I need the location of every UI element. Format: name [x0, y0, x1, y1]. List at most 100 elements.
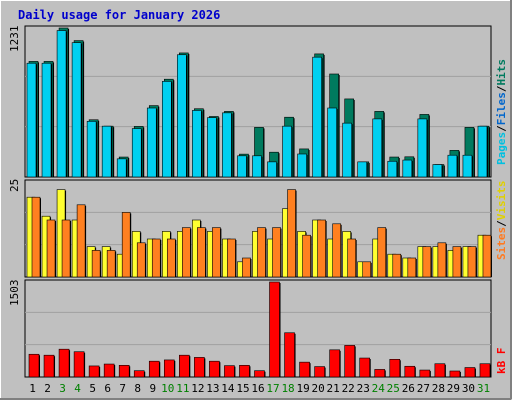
- pages-bar-day-5: [86, 121, 97, 178]
- sites-bar-day-12: [197, 227, 206, 278]
- kbytes-bar-day-9: [148, 360, 160, 378]
- sites-bar-day-18: [287, 189, 296, 278]
- kbytes-bar-day-11: [179, 354, 190, 378]
- pages-bar-day-17: [267, 161, 277, 178]
- kbytes-bar-day-21: [329, 349, 340, 378]
- top-legend: Pages/Files/Hits: [495, 59, 508, 165]
- sites-bar-day-30: [467, 246, 477, 278]
- sites-bar-day-19: [302, 234, 311, 278]
- kbytes-bar-day-18: [284, 332, 295, 378]
- day-label-21: 21: [327, 382, 340, 395]
- kbytes-bar-day-23: [359, 357, 371, 378]
- pages-bar-day-16: [252, 155, 262, 178]
- kbytes-bar-day-20: [314, 366, 325, 378]
- pages-bar-day-20: [312, 56, 322, 178]
- legend-sep-1: /: [495, 125, 508, 132]
- legend-sep-3: /: [495, 220, 508, 227]
- sites-bar-day-16: [257, 227, 266, 278]
- day-label-1: 1: [29, 382, 36, 395]
- day-label-4: 4: [74, 382, 81, 395]
- day-label-12: 12: [191, 382, 204, 395]
- day-label-29: 29: [447, 382, 460, 395]
- pages-bar-day-29: [447, 154, 458, 178]
- sites-bar-day-21: [332, 223, 341, 278]
- kbytes-bar-day-28: [434, 363, 446, 378]
- pages-bar-day-2: [41, 62, 52, 178]
- pages-bar-day-30: [462, 154, 473, 178]
- middle-legend: Sites/Visits: [495, 181, 508, 261]
- pages-bar-day-26: [402, 159, 413, 178]
- kbytes-bar-day-3: [58, 348, 70, 378]
- day-label-9: 9: [149, 382, 156, 395]
- kbytes-bar-day-27: [419, 369, 431, 378]
- visits-sites-panel: [24, 179, 492, 278]
- hits-files-pages-panel: [24, 25, 492, 178]
- legend-sites: Sites: [495, 227, 508, 260]
- day-label-24: 24: [372, 382, 386, 395]
- day-label-8: 8: [134, 382, 141, 395]
- mid-ymax-label: 25: [8, 179, 21, 192]
- kbytes-bar-day-10: [163, 359, 175, 378]
- sites-bar-day-15: [242, 257, 251, 278]
- day-label-25: 25: [387, 382, 400, 395]
- kbytes-bar-day-5: [88, 365, 100, 378]
- sites-bar-day-14: [227, 238, 236, 278]
- day-label-15: 15: [236, 382, 249, 395]
- kbytes-bar-day-2: [43, 354, 55, 378]
- day-labels: 1 2 3 4 5 6 7 8 9 10 11 12 13 14 15 16 17 18 19 20 21 22 23 24 2…: [29, 382, 490, 395]
- kbytes-bar-day-22: [344, 345, 355, 378]
- sites-bar-day-2: [46, 219, 56, 278]
- pages-bar-day-12: [192, 110, 202, 178]
- kbytes-bar-day-15: [239, 365, 250, 378]
- sites-bar-day-5: [91, 250, 101, 278]
- chart-title: Daily usage for January 2026: [18, 8, 220, 22]
- sites-bar-day-31: [482, 234, 492, 278]
- pages-bar-day-18: [282, 125, 292, 178]
- sites-bar-day-23: [362, 261, 372, 278]
- day-label-26: 26: [402, 382, 415, 395]
- pages-bar-day-13: [207, 117, 217, 178]
- bottom-plot-area: [24, 279, 492, 378]
- pages-bar-day-24: [372, 118, 383, 178]
- day-label-18: 18: [281, 382, 294, 395]
- sites-bar-day-10: [166, 238, 176, 278]
- pages-bar-day-6: [101, 125, 112, 178]
- kbytes-bar-day-7: [118, 365, 130, 378]
- pages-bar-day-14: [222, 112, 232, 178]
- pages-bar-day-25: [387, 160, 398, 178]
- pages-bar-day-27: [417, 118, 428, 178]
- sites-bar-day-29: [452, 246, 462, 278]
- kbytes-bar-day-8: [133, 370, 145, 378]
- sites-bar-day-20: [317, 219, 326, 278]
- kbytes-bar-day-31: [479, 363, 491, 378]
- day-label-10: 10: [161, 382, 174, 395]
- kbytes-bar-day-29: [449, 370, 461, 378]
- legend-visits: Visits: [495, 181, 508, 221]
- legend-files: Files: [495, 92, 508, 125]
- kbytes-bar-day-30: [464, 367, 476, 378]
- sites-bar-day-26: [407, 257, 417, 278]
- day-label-17: 17: [266, 382, 279, 395]
- sites-bar-day-27: [422, 246, 432, 278]
- kbytes-bar-day-16: [254, 370, 265, 378]
- kbytes-bar-day-12: [194, 357, 205, 378]
- day-label-20: 20: [312, 382, 325, 395]
- sites-bar-day-22: [347, 238, 356, 278]
- kbytes-bar-day-26: [404, 365, 416, 378]
- pages-bar-day-31: [477, 125, 488, 178]
- sites-bar-day-9: [151, 238, 161, 278]
- sites-bar-day-8: [136, 242, 146, 278]
- sites-bar-day-17: [272, 227, 281, 278]
- day-label-28: 28: [432, 382, 445, 395]
- day-label-16: 16: [251, 382, 264, 395]
- day-label-2: 2: [44, 382, 51, 395]
- pages-bar-day-4: [71, 42, 82, 178]
- sites-bar-day-7: [121, 212, 131, 278]
- sites-bar-day-3: [61, 219, 71, 278]
- legend-pages: Pages: [495, 132, 508, 165]
- day-label-5: 5: [89, 382, 96, 395]
- day-label-14: 14: [221, 382, 235, 395]
- day-label-6: 6: [104, 382, 111, 395]
- sites-bar-day-25: [392, 253, 402, 278]
